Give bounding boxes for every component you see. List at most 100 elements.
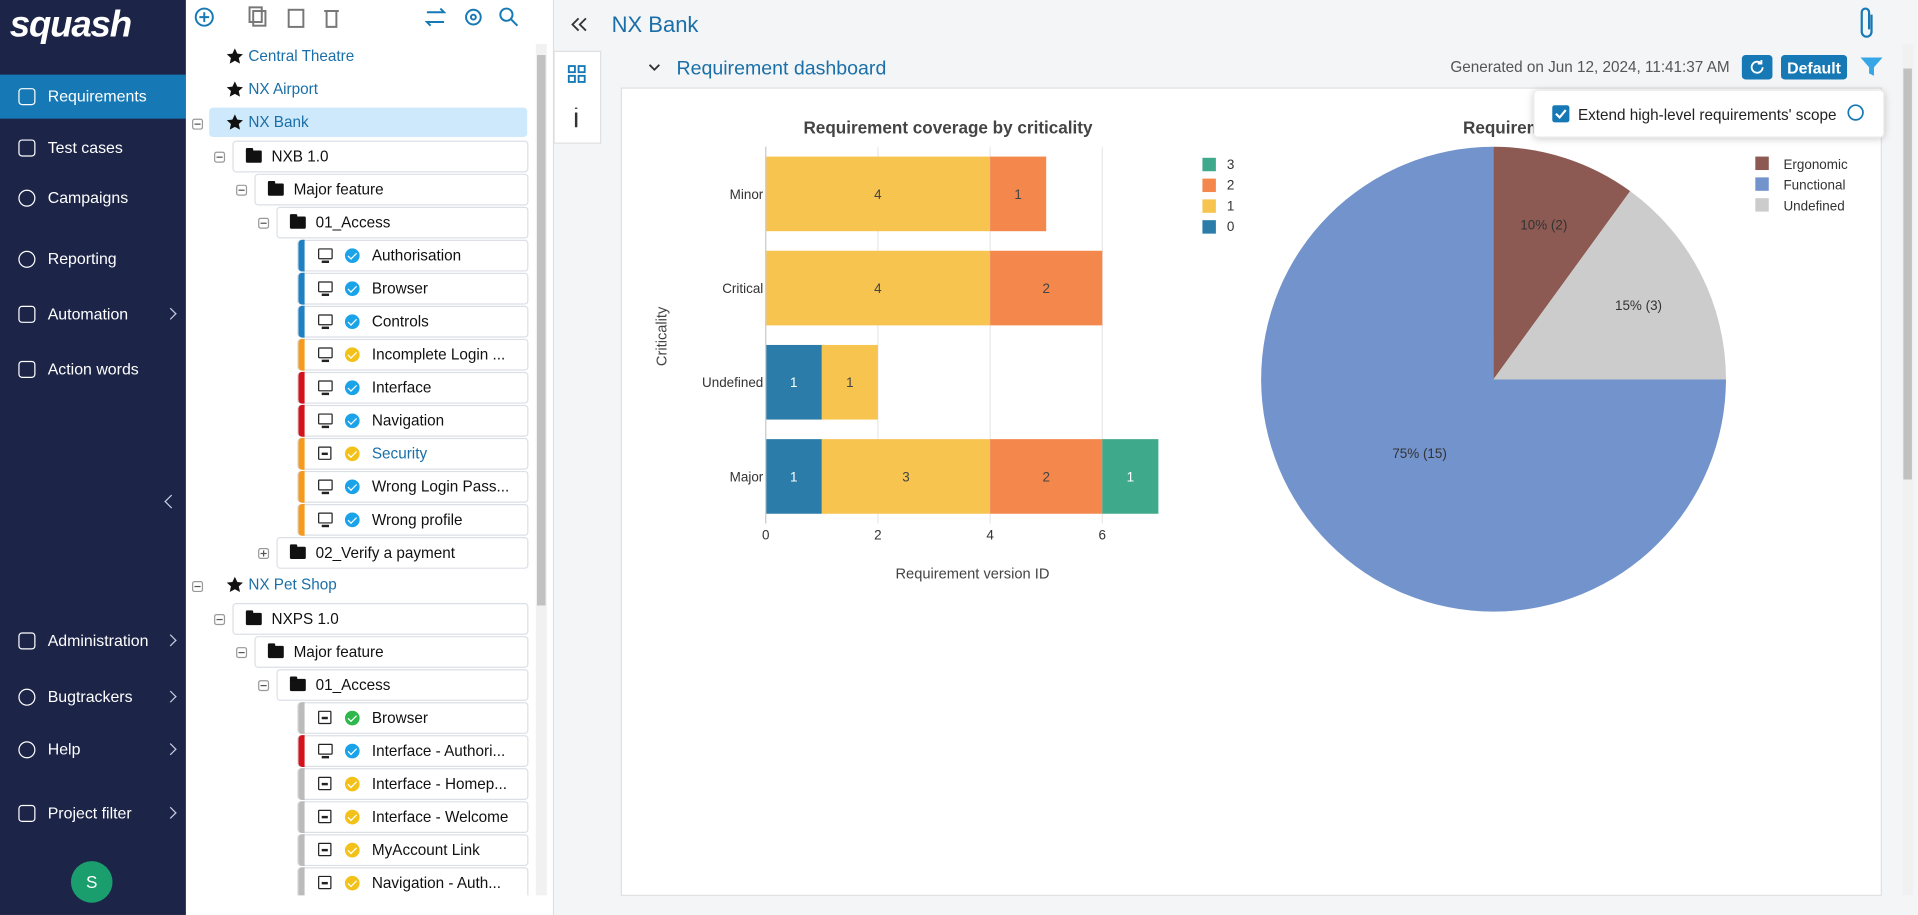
collapse-tree[interactable] — [571, 17, 587, 32]
decoration — [344, 842, 360, 858]
toggle[interactable] — [214, 151, 226, 163]
view-tabs — [553, 50, 602, 144]
tree-node[interactable]: Browser — [297, 272, 529, 305]
filter-icon[interactable] — [1860, 57, 1883, 76]
toggle[interactable] — [236, 647, 248, 659]
refresh-button[interactable] — [1741, 55, 1773, 80]
decoration: NXB 1.0 — [271, 148, 329, 166]
decoration — [344, 281, 360, 297]
toggle[interactable] — [192, 118, 204, 130]
nav-item[interactable]: Action words — [0, 347, 186, 391]
nav-item[interactable]: Bugtrackers — [0, 675, 186, 719]
search-icon[interactable] — [499, 7, 514, 22]
tree-toolbar — [194, 6, 519, 28]
decoration: Incomplete Login ... — [371, 346, 506, 364]
decoration — [267, 181, 284, 196]
tree-node[interactable]: MyAccount Link — [297, 834, 529, 867]
tree-node[interactable]: Navigation — [297, 404, 529, 437]
toggle[interactable] — [214, 614, 226, 626]
scroll-thumb[interactable] — [536, 55, 546, 606]
decoration: Major feature — [293, 181, 384, 199]
nav-item[interactable]: Project filter — [0, 791, 186, 835]
toggle[interactable] — [258, 680, 270, 692]
decoration: Help — [47, 740, 81, 759]
sync-icon[interactable] — [424, 7, 447, 27]
decoration: MyAccount Link — [371, 841, 480, 859]
logo[interactable]: squash — [9, 4, 132, 46]
toggle[interactable] — [258, 217, 270, 229]
decoration — [318, 512, 333, 527]
nav-item[interactable]: Reporting — [0, 237, 186, 281]
tree-node[interactable]: Navigation - Auth... — [297, 867, 529, 896]
decoration — [567, 74, 576, 83]
toggle[interactable] — [258, 548, 270, 560]
tree-node[interactable]: Major feature — [254, 636, 529, 668]
avatar[interactable]: S — [70, 861, 113, 903]
legend-swatch — [1202, 220, 1216, 234]
data-label: 1 — [1014, 187, 1021, 202]
decoration — [194, 6, 519, 28]
tree-node[interactable]: Interface - Homep... — [297, 768, 529, 800]
legend-label: Undefined — [1783, 198, 1844, 213]
toggle[interactable] — [236, 184, 248, 196]
decoration — [567, 65, 576, 74]
tree-node[interactable]: Interface — [297, 371, 529, 404]
decoration: Automation — [47, 304, 129, 323]
tree-node[interactable]: Major feature — [254, 173, 529, 206]
decoration — [298, 305, 305, 338]
scrollbar[interactable] — [535, 44, 547, 896]
tree-node[interactable]: Interface - Authori... — [297, 735, 529, 767]
collapse-dashboard[interactable] — [648, 64, 660, 72]
decoration — [344, 710, 360, 726]
generated-date: Generated on Jun 12, 2024, 11:41:37 AM — [1450, 59, 1729, 76]
decoration — [510, 18, 519, 27]
decoration — [318, 347, 333, 362]
help-icon[interactable] — [1847, 104, 1864, 121]
tree-node[interactable]: 01_Access — [276, 206, 529, 239]
tree-node[interactable]: Incomplete Login ... — [297, 338, 529, 371]
paste-icon[interactable] — [287, 8, 305, 28]
tree-node[interactable]: Browser — [297, 702, 529, 734]
settings-icon[interactable] — [465, 8, 482, 26]
nav-item[interactable]: Automation — [0, 292, 186, 336]
decoration — [298, 338, 305, 371]
tree-node[interactable]: 02_Verify a payment — [276, 536, 529, 569]
scroll-thumb[interactable] — [1903, 68, 1912, 480]
tree-node[interactable]: Interface - Welcome — [297, 801, 529, 834]
tree-node[interactable]: 01_Access — [276, 669, 529, 701]
decoration — [318, 413, 333, 428]
dashboard-tab[interactable] — [567, 65, 586, 83]
decoration: 01_Access — [315, 676, 391, 694]
nav-item[interactable]: Test cases — [0, 126, 186, 170]
legend-label: Functional — [1783, 178, 1845, 193]
nav-item[interactable]: Administration — [0, 619, 186, 663]
bar-segment — [765, 439, 822, 514]
decoration: Bugtrackers — [47, 687, 133, 706]
attachment-icon[interactable] — [1860, 7, 1873, 38]
nav-item[interactable]: Campaigns — [0, 176, 186, 220]
delete-icon[interactable] — [324, 10, 339, 28]
add-icon[interactable] — [194, 7, 214, 27]
tree-node[interactable]: Security — [297, 437, 529, 470]
decoration: Administration — [47, 631, 149, 650]
decoration — [298, 437, 305, 470]
checkbox[interactable] — [1552, 105, 1570, 123]
tree-node[interactable]: NXB 1.0 — [232, 140, 529, 173]
nav-item[interactable]: Help — [0, 728, 186, 772]
tree-node[interactable]: Authorisation — [297, 239, 529, 272]
tree-node[interactable]: Controls — [297, 305, 529, 338]
y-axis-label: Criticality — [655, 306, 671, 366]
tree-node[interactable]: NXPS 1.0 — [232, 603, 529, 635]
copy-icon[interactable] — [252, 10, 267, 27]
decoration — [344, 248, 360, 263]
default-button[interactable] — [1781, 55, 1848, 80]
tree-node[interactable]: Wrong Login Pass... — [297, 470, 529, 503]
decoration — [318, 875, 332, 890]
decoration — [298, 702, 305, 734]
toggle[interactable] — [192, 581, 204, 593]
nav-item[interactable]: Requirements — [0, 74, 186, 119]
decoration: Navigation - Auth... — [371, 874, 502, 892]
tree-node[interactable]: Wrong profile — [297, 503, 529, 536]
